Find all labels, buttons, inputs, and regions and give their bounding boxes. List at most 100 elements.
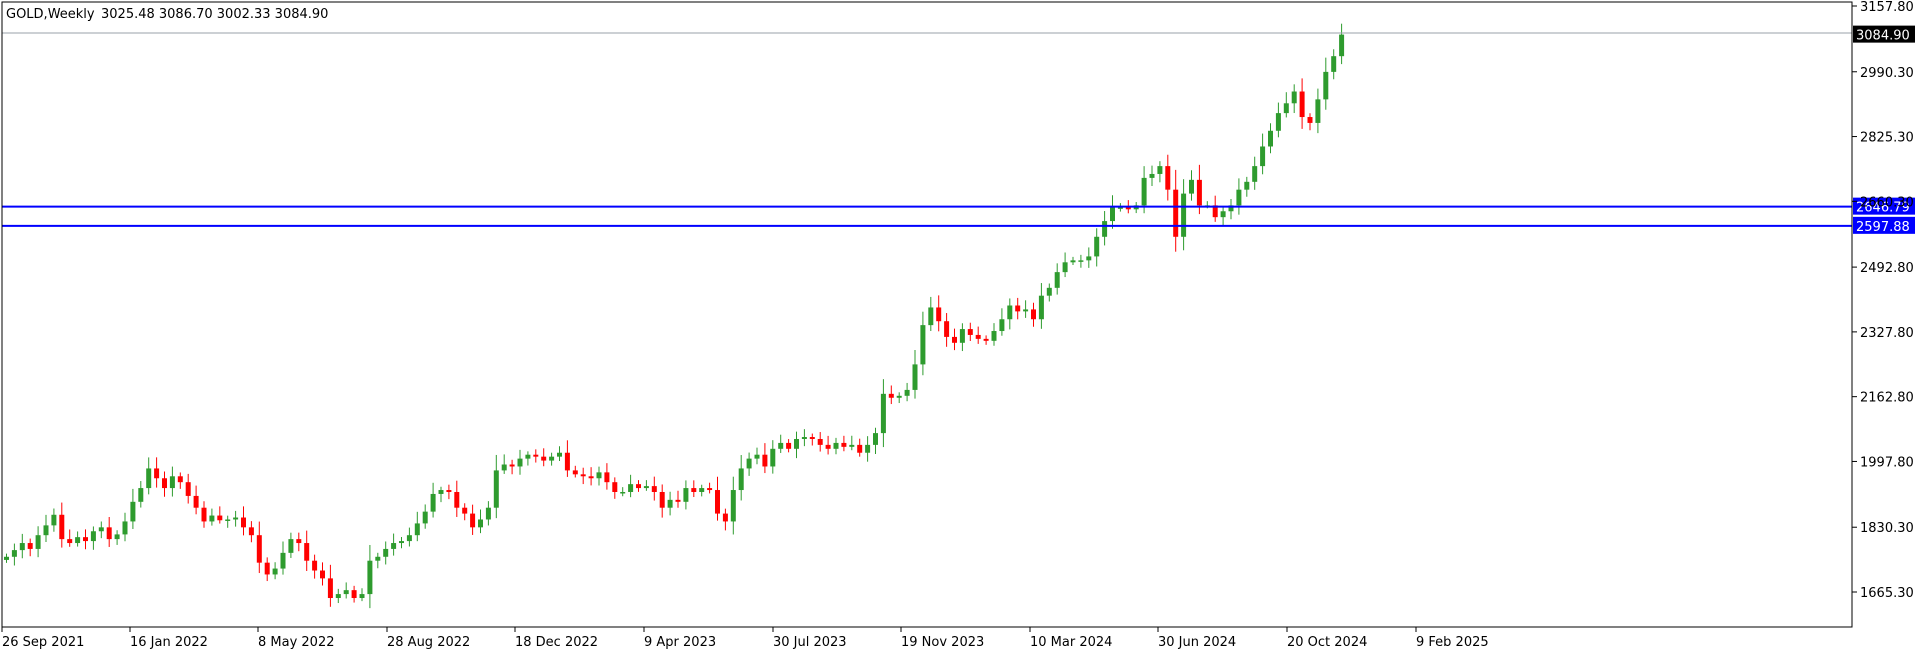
candle-bull: [1078, 260, 1084, 262]
candle-bear: [201, 507, 207, 522]
candle-bull: [43, 525, 49, 536]
candle-bear: [304, 543, 310, 561]
candle-bull: [928, 307, 934, 326]
candle-bull: [794, 438, 799, 449]
candle-bear: [106, 527, 112, 540]
x-tick-label: 16 Jan 2022: [130, 635, 208, 650]
candle-bull: [1283, 103, 1289, 114]
candle-bear: [762, 454, 768, 467]
candle-bull: [288, 539, 294, 553]
candle-bull: [904, 389, 910, 396]
candle-bull: [1070, 260, 1076, 263]
candle-bear: [1173, 189, 1179, 237]
candle-bear: [1125, 207, 1131, 210]
candle-bear: [786, 442, 792, 449]
candle-bull: [359, 594, 365, 599]
level-price-box: [1853, 197, 1915, 215]
candle-bull: [525, 454, 531, 459]
y-tick-label: 2990.30: [1860, 66, 1914, 81]
candle-bull: [146, 468, 152, 489]
candle-bear: [1196, 179, 1202, 206]
candle-bull: [1086, 256, 1092, 261]
candle-bear: [707, 488, 713, 491]
candle-bear: [809, 437, 815, 439]
candle-bull: [1038, 295, 1044, 320]
candle-bear: [825, 444, 831, 449]
candle-bear: [715, 490, 720, 514]
candle-bull: [549, 456, 555, 461]
candle-bear: [185, 482, 191, 496]
candle-bull: [1157, 166, 1163, 174]
y-tick-label: 2327.80: [1860, 326, 1914, 341]
plot-frame: [1, 1, 1853, 628]
candle-bull: [778, 442, 784, 449]
candle-bull: [801, 437, 807, 439]
candles-group: [4, 23, 1345, 609]
candle-bull: [1149, 173, 1155, 178]
y-tick-label: 2492.80: [1860, 261, 1914, 276]
candle-bear: [454, 491, 460, 508]
x-tick-label: 19 Nov 2023: [901, 635, 984, 650]
candle-bull: [399, 541, 404, 544]
candle-bull: [438, 490, 444, 494]
candle-bear: [564, 452, 570, 471]
candle-bull: [114, 534, 120, 540]
candle-bull: [383, 548, 389, 557]
candle-bull: [1252, 166, 1258, 182]
candle-bull: [414, 523, 420, 536]
candle-bull: [912, 364, 918, 390]
candle-bear: [446, 490, 452, 492]
candle-bull: [746, 458, 752, 469]
candle-bear: [241, 517, 246, 528]
candle-bull: [865, 444, 871, 453]
candle-bull: [959, 329, 965, 343]
candle-bear: [722, 513, 728, 522]
candle-bear: [327, 578, 333, 599]
y-tick-label: 2825.30: [1860, 131, 1914, 146]
candle-bull: [1062, 262, 1068, 273]
y-tick-label: 1665.30: [1860, 586, 1914, 601]
x-tick-label: 30 Jul 2023: [773, 635, 847, 650]
candle-bear: [193, 495, 199, 508]
candle-bull: [485, 507, 491, 520]
candle-bear: [509, 464, 515, 467]
candle-bear: [636, 484, 641, 489]
candle-bull: [11, 550, 17, 557]
candle-bear: [296, 539, 302, 544]
candle-bull: [1110, 207, 1115, 222]
level-price-label: 2646.79: [1856, 201, 1910, 216]
candle-bull: [375, 556, 381, 561]
y-tick-label: 1997.80: [1860, 455, 1914, 470]
candle-bear: [59, 514, 65, 540]
candle-bull: [833, 442, 839, 449]
candle-bear: [888, 393, 894, 398]
candle-bear: [857, 444, 863, 453]
candle-bull: [35, 535, 41, 549]
candle-bull: [130, 501, 136, 522]
candle-bear: [177, 476, 183, 483]
candle-bear: [936, 307, 942, 322]
x-tick-label: 10 Mar 2024: [1030, 635, 1112, 650]
candle-bull: [1236, 189, 1242, 206]
candle-bear: [351, 590, 357, 599]
candle-bull: [1117, 207, 1123, 209]
candle-bull: [620, 491, 626, 494]
candle-bull: [873, 433, 878, 445]
candle-bear: [533, 454, 539, 457]
candle-bear: [320, 570, 325, 579]
level-price-box: [1853, 216, 1915, 234]
candle-bear: [580, 474, 586, 477]
candle-bull: [1291, 91, 1297, 104]
candle-bull: [999, 319, 1005, 332]
candle-bull: [493, 470, 499, 508]
candle-bull: [880, 393, 886, 434]
y-tick-label: 1830.30: [1860, 521, 1914, 536]
candle-bear: [691, 488, 697, 492]
candle-bull: [628, 484, 634, 492]
candle-bear: [67, 539, 73, 544]
candle-bull: [920, 325, 926, 365]
candle-bear: [604, 472, 610, 483]
candle-bull: [367, 560, 373, 595]
